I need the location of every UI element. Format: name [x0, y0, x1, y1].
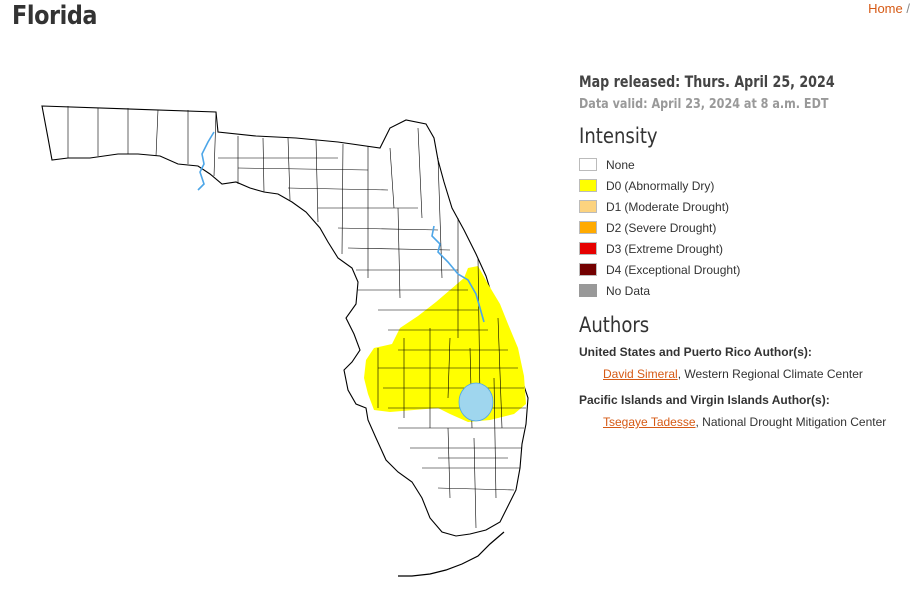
swatch-d4 [579, 263, 597, 276]
legend-row-none: None [579, 154, 909, 175]
breadcrumb-home-link[interactable]: Home [868, 1, 903, 16]
legend-row-d1: D1 (Moderate Drought) [579, 196, 909, 217]
author-affiliation: , Western Regional Climate Center [677, 367, 863, 381]
breadcrumb: Home / [868, 1, 910, 16]
page-title: Florida [12, 1, 98, 31]
legend-desc: No Data [606, 283, 651, 298]
legend-code: D2 [606, 220, 622, 235]
swatch-d2 [579, 221, 597, 234]
author-line: David Simeral, Western Regional Climate … [603, 367, 909, 381]
legend-code: D4 [606, 262, 622, 277]
legend-row-d0: D0 (Abnormally Dry) [579, 175, 909, 196]
author-group-heading: United States and Puerto Rico Author(s): [579, 345, 812, 359]
state-outline [41, 105, 529, 537]
legend-desc: None [606, 157, 635, 172]
swatch-d3 [579, 242, 597, 255]
apalachicola-river [197, 131, 215, 191]
swatch-none [579, 158, 597, 171]
legend-desc: (Severe Drought) [624, 220, 717, 235]
author-group-us-pr: United States and Puerto Rico Author(s):… [579, 345, 909, 381]
county-lines [67, 106, 526, 529]
author-link-david-simeral[interactable]: David Simeral [603, 367, 678, 381]
intensity-title: Intensity [579, 124, 658, 148]
legend-desc: (Moderate Drought) [624, 199, 730, 214]
florida-map-svg [41, 105, 529, 577]
legend-panel: Map released: Thurs. April 25, 2024 Data… [579, 68, 909, 429]
st-johns-river [431, 225, 485, 323]
legend-code: D1 [606, 199, 622, 214]
swatch-d1 [579, 200, 597, 213]
legend-code: D3 [606, 241, 622, 256]
map-released-date: Map released: Thurs. April 25, 2024 [579, 72, 835, 91]
author-affiliation: , National Drought Mitigation Center [695, 415, 887, 429]
author-link-tsegaye-tadesse[interactable]: Tsegaye Tadesse [603, 415, 696, 429]
intensity-legend: None D0 (Abnormally Dry) D1 (Moderate Dr… [579, 154, 909, 301]
author-line: Tsegaye Tadesse, National Drought Mitiga… [603, 415, 909, 429]
d0-region [364, 266, 526, 422]
legend-desc: (Exceptional Drought) [624, 262, 741, 277]
breadcrumb-separator: / [906, 1, 910, 16]
florida-keys [398, 531, 505, 577]
swatch-no-data [579, 284, 597, 297]
legend-row-d2: D2 (Severe Drought) [579, 217, 909, 238]
legend-code: D0 [606, 178, 622, 193]
drought-map [38, 98, 538, 584]
legend-desc: (Abnormally Dry) [624, 178, 715, 193]
legend-row-no-data: No Data [579, 280, 909, 301]
data-valid-date: Data valid: April 23, 2024 at 8 a.m. EDT [579, 97, 829, 112]
author-group-heading: Pacific Islands and Virgin Islands Autho… [579, 393, 830, 407]
authors-title: Authors [579, 313, 650, 337]
legend-row-d4: D4 (Exceptional Drought) [579, 259, 909, 280]
legend-row-d3: D3 (Extreme Drought) [579, 238, 909, 259]
legend-desc: (Extreme Drought) [624, 241, 724, 256]
author-group-pacific-vi: Pacific Islands and Virgin Islands Autho… [579, 393, 909, 429]
swatch-d0 [579, 179, 597, 192]
lake-okeechobee [458, 382, 494, 422]
